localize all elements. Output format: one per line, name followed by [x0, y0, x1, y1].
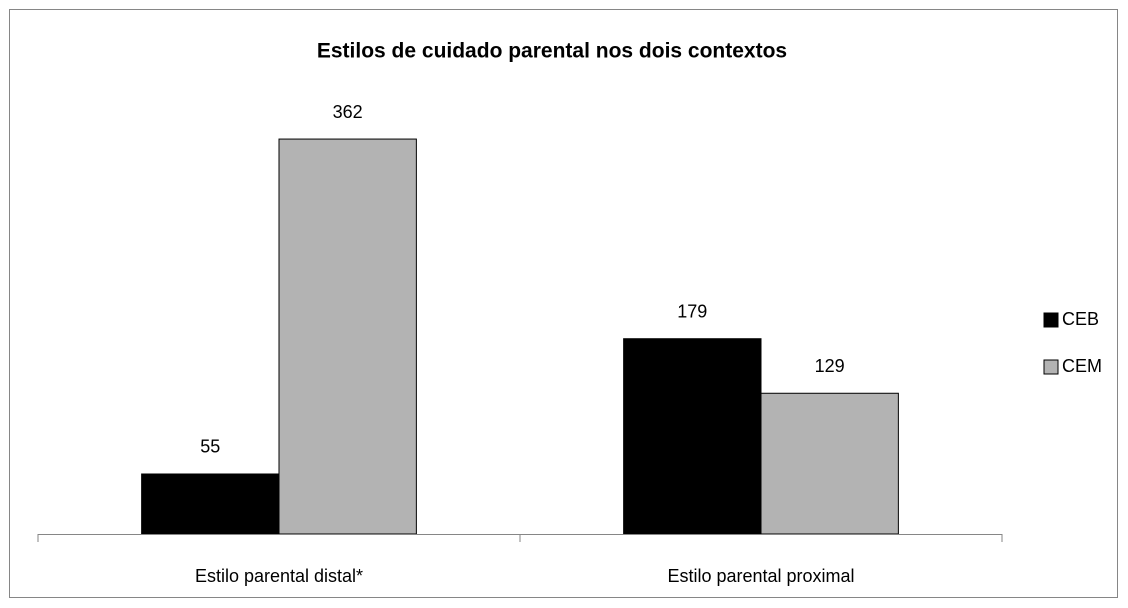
value-label: 129	[815, 356, 845, 376]
bar	[141, 473, 280, 535]
bar	[760, 392, 899, 535]
chart-title: Estilos de cuidado parental nos dois con…	[317, 40, 787, 63]
bar	[623, 338, 762, 535]
value-label: 55	[200, 437, 220, 457]
x-tick-label: Estilo parental proximal	[667, 566, 854, 586]
value-label: 362	[333, 102, 363, 122]
bar	[278, 138, 417, 535]
value-label: 179	[677, 301, 707, 321]
legend-label: CEB	[1062, 309, 1099, 329]
legend-swatch	[1043, 312, 1059, 328]
legend-label: CEM	[1062, 356, 1102, 376]
x-tick-label: Estilo parental distal*	[195, 566, 363, 586]
legend-swatch	[1043, 359, 1059, 375]
